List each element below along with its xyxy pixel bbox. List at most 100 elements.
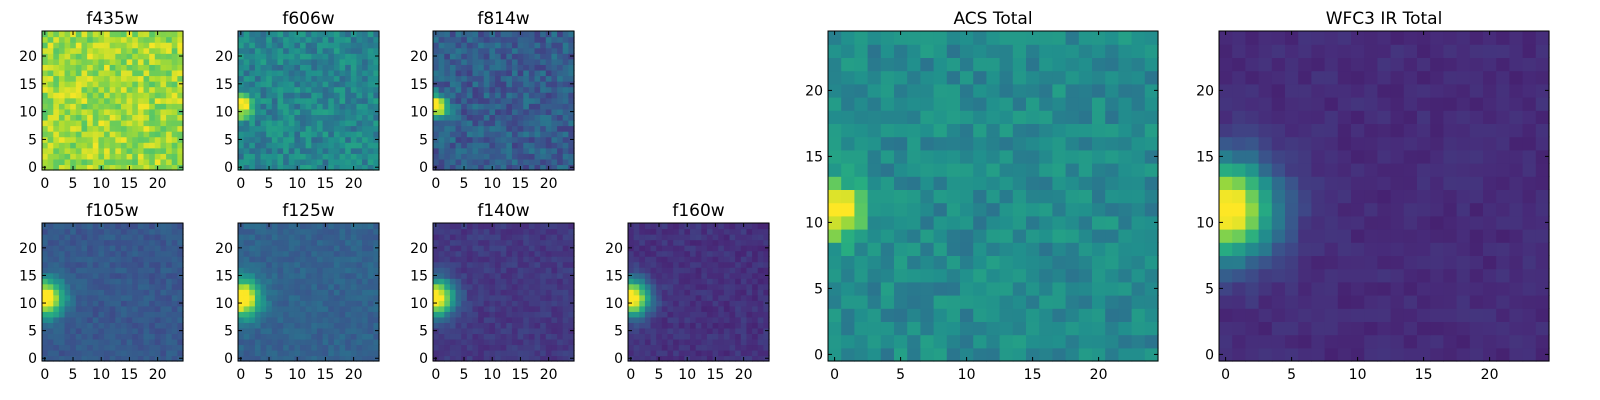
heatmap-cell [1118, 334, 1133, 349]
heatmap-cell [678, 245, 685, 252]
heatmap-cell [933, 215, 948, 230]
heatmap-cell [322, 53, 329, 60]
x-tick-label: 5 [69, 176, 78, 192]
heatmap-cell [283, 81, 290, 88]
heatmap-cell [500, 131, 507, 138]
heatmap-cell [367, 349, 374, 357]
heatmap-cell [328, 125, 335, 132]
heatmap-cell [960, 321, 974, 336]
heatmap-cell [562, 256, 569, 263]
heatmap-cell [946, 334, 961, 349]
heatmap-cell [154, 158, 162, 166]
heatmap-cell [238, 311, 245, 318]
heatmap-cell [277, 300, 284, 307]
heatmap-cell [137, 47, 145, 54]
heatmap-cell [166, 322, 173, 329]
heatmap-cell [656, 283, 663, 290]
heatmap-cell [540, 333, 547, 340]
heatmap-cell [260, 92, 267, 99]
heatmap-cell [511, 344, 519, 351]
heatmap-cell [449, 131, 457, 138]
heatmap-cell [695, 245, 702, 252]
heatmap-cell [260, 250, 267, 257]
heatmap-cell [740, 234, 748, 241]
heatmap-cell [551, 344, 558, 351]
heatmap-cell [495, 131, 502, 138]
heatmap-cell [466, 349, 474, 357]
heatmap-cell [283, 147, 290, 154]
heatmap-cell [58, 228, 66, 235]
heatmap-cell [120, 316, 128, 323]
heatmap-cell [828, 281, 842, 296]
heatmap-cell [47, 147, 54, 154]
heatmap-cell [75, 344, 83, 351]
heatmap-cell [64, 316, 71, 323]
heatmap-cell [283, 47, 290, 54]
heatmap-cell [345, 305, 352, 312]
heatmap-cell [562, 103, 569, 110]
heatmap-cell [42, 86, 49, 93]
heatmap-cell [243, 239, 250, 246]
heatmap-cell [137, 344, 145, 351]
heatmap-cell [47, 153, 54, 160]
heatmap-cell [433, 228, 440, 235]
heatmap-cell [75, 164, 83, 171]
heatmap-cell [58, 92, 66, 99]
heatmap-cell [523, 53, 530, 60]
heatmap-cell [345, 36, 352, 43]
heatmap-cell [42, 322, 49, 329]
heatmap-cell [568, 250, 575, 257]
heatmap-cell [53, 344, 60, 351]
heatmap-cell [511, 267, 519, 274]
heatmap-cell [143, 300, 150, 307]
heatmap-cell [483, 147, 490, 154]
heatmap-cell [254, 278, 262, 285]
heatmap-cell [260, 256, 267, 263]
heatmap-cell [120, 272, 128, 279]
heatmap-cell [667, 338, 674, 346]
heatmap-cell [433, 344, 440, 351]
heatmap-cell [706, 327, 714, 334]
heatmap-cell [271, 245, 279, 252]
y-tick-label: 15 [19, 268, 37, 284]
heatmap-cell [53, 136, 60, 143]
heatmap-cell [551, 305, 558, 312]
heatmap-cell [752, 223, 759, 230]
heatmap-cell [75, 142, 83, 149]
heatmap-cell [740, 283, 748, 290]
heatmap-cell [92, 153, 99, 160]
heatmap-cell [328, 142, 335, 149]
heatmap-cell [75, 58, 83, 65]
heatmap-cell [639, 322, 646, 329]
heatmap-cell [238, 125, 245, 132]
heatmap-cell [678, 283, 685, 290]
heatmap-cell [373, 250, 380, 257]
heatmap-cell [305, 322, 312, 329]
heatmap-cell [894, 308, 908, 322]
heatmap-cell [712, 267, 719, 274]
heatmap-cell [243, 267, 250, 274]
x-tick-label: 10 [678, 367, 696, 383]
heatmap-cell [946, 163, 961, 177]
heatmap-cell [305, 86, 312, 93]
heatmap-cell [143, 250, 150, 257]
heatmap-cell [551, 125, 558, 132]
heatmap-cell [81, 228, 88, 235]
heatmap-cell [109, 261, 116, 268]
heatmap-cell [254, 289, 262, 296]
heatmap-cell [288, 333, 295, 340]
heatmap-cell [53, 283, 60, 290]
heatmap-cell [120, 103, 128, 110]
heatmap-cell [311, 108, 318, 115]
heatmap-cell [695, 250, 702, 257]
heatmap-cell [333, 300, 341, 307]
heatmap-cell [305, 131, 312, 138]
heatmap-cell [867, 215, 882, 230]
heatmap-cell [478, 250, 485, 257]
heatmap-cell [92, 322, 99, 329]
heatmap-cell [316, 355, 324, 362]
heatmap-cell [523, 58, 530, 65]
heatmap-cell [472, 58, 479, 65]
heatmap-cell [478, 311, 485, 318]
heatmap-cell [656, 327, 663, 334]
